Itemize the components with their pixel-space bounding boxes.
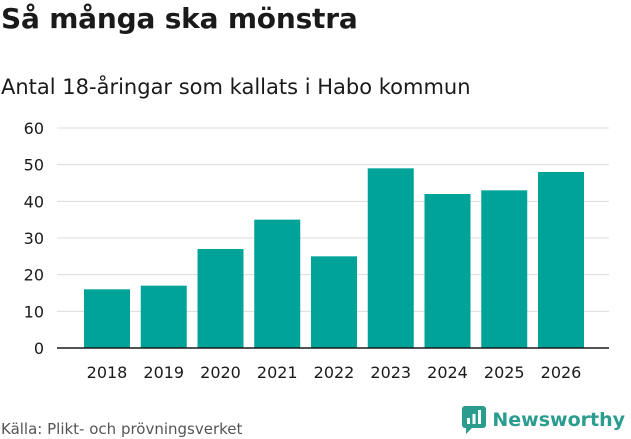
- bar-2019: [140, 285, 187, 348]
- x-tick-label: 2024: [427, 363, 468, 382]
- x-tick-label: 2025: [484, 363, 525, 382]
- x-tick-label: 2018: [87, 363, 128, 382]
- y-tick-label: 30: [24, 229, 44, 248]
- brand-name: Newsworthy: [492, 409, 625, 431]
- y-axis-tick-labels: 0 10 20 30 40 50 60: [24, 119, 44, 358]
- y-tick-label: 10: [24, 302, 44, 321]
- y-tick-label: 40: [24, 192, 44, 211]
- bar-2021: [254, 219, 301, 348]
- bar-2022: [311, 256, 357, 348]
- x-tick-label: 2026: [541, 363, 582, 382]
- y-tick-label: 20: [24, 266, 44, 285]
- bars: [84, 168, 584, 348]
- bar-2026: [538, 172, 584, 348]
- x-tick-label: 2021: [257, 363, 298, 382]
- chart-subtitle: Antal 18-åringar som kallats i Habo komm…: [1, 75, 471, 99]
- bar-2018: [84, 289, 130, 348]
- y-tick-label: 50: [24, 156, 44, 175]
- y-tick-label: 60: [24, 119, 44, 138]
- bar-2020: [197, 249, 244, 348]
- x-tick-label: 2022: [314, 363, 355, 382]
- x-tick-label: 2020: [200, 363, 241, 382]
- chart-title: Så många ska mönstra: [1, 2, 358, 35]
- brand-mark: Newsworthy: [462, 406, 625, 434]
- y-tick-label: 0: [34, 339, 44, 358]
- x-axis-tick-labels: 2018 2019 2020 2021 2022 2023 2024 2025 2026: [87, 363, 582, 382]
- bar-2024: [424, 194, 471, 348]
- newsworthy-logo-icon: [462, 406, 487, 434]
- bar-2023: [367, 168, 414, 348]
- x-tick-label: 2019: [143, 363, 184, 382]
- source-note: Källa: Plikt- och prövningsverket: [1, 420, 243, 438]
- bar-2025: [481, 190, 528, 348]
- x-tick-label: 2023: [370, 363, 411, 382]
